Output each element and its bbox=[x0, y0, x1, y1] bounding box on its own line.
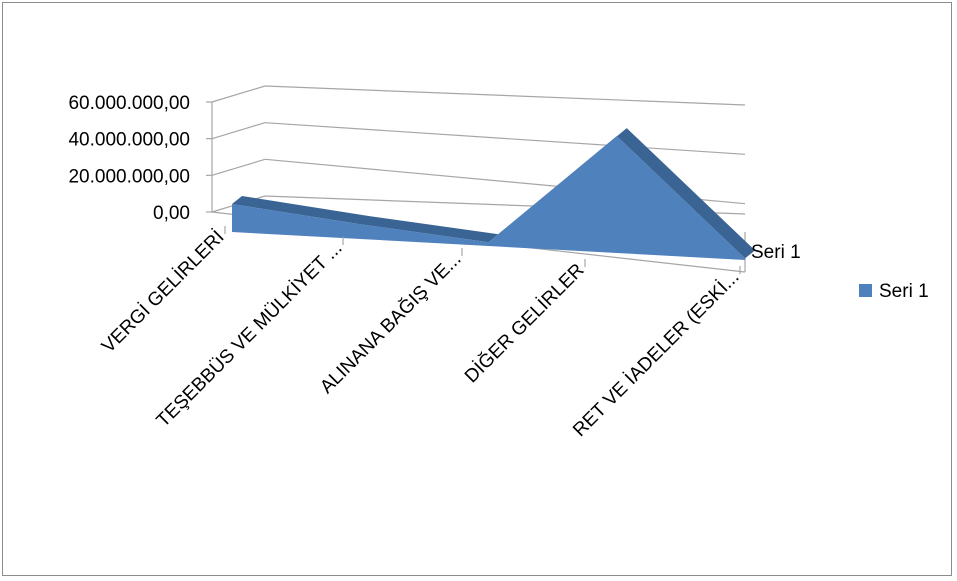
series-front-face bbox=[232, 136, 745, 260]
legend-swatch bbox=[859, 284, 872, 297]
gridline bbox=[264, 122, 746, 155]
series-area bbox=[232, 128, 755, 260]
y-tick-label: 0,00 bbox=[153, 203, 190, 224]
x-tick-label: VERGİ GELİRLERİ bbox=[98, 227, 229, 358]
x-tick-label: DİĞER GELİRLER bbox=[460, 259, 588, 387]
gridline-side bbox=[211, 85, 266, 103]
legend: Seri 1 bbox=[859, 281, 929, 302]
y-tick-label: 20.000.000,00 bbox=[68, 166, 190, 187]
gridline-side bbox=[211, 158, 266, 176]
value-axis: 0,00 20.000.000,00 40.000.000,00 60.000.000… bbox=[68, 93, 212, 224]
depth-axis-label: Seri 1 bbox=[751, 242, 801, 263]
x-tick-label: RET VE İADELER (ESKİ... bbox=[569, 267, 743, 441]
y-tick-label: 60.000.000,00 bbox=[68, 93, 190, 114]
gridline bbox=[264, 85, 746, 106]
x-tick-label: ALINANA BAĞIŞ VE... bbox=[316, 248, 466, 398]
legend-label: Seri 1 bbox=[879, 281, 929, 302]
y-tick-label: 40.000.000,00 bbox=[68, 130, 190, 151]
gridline-side bbox=[211, 122, 266, 140]
